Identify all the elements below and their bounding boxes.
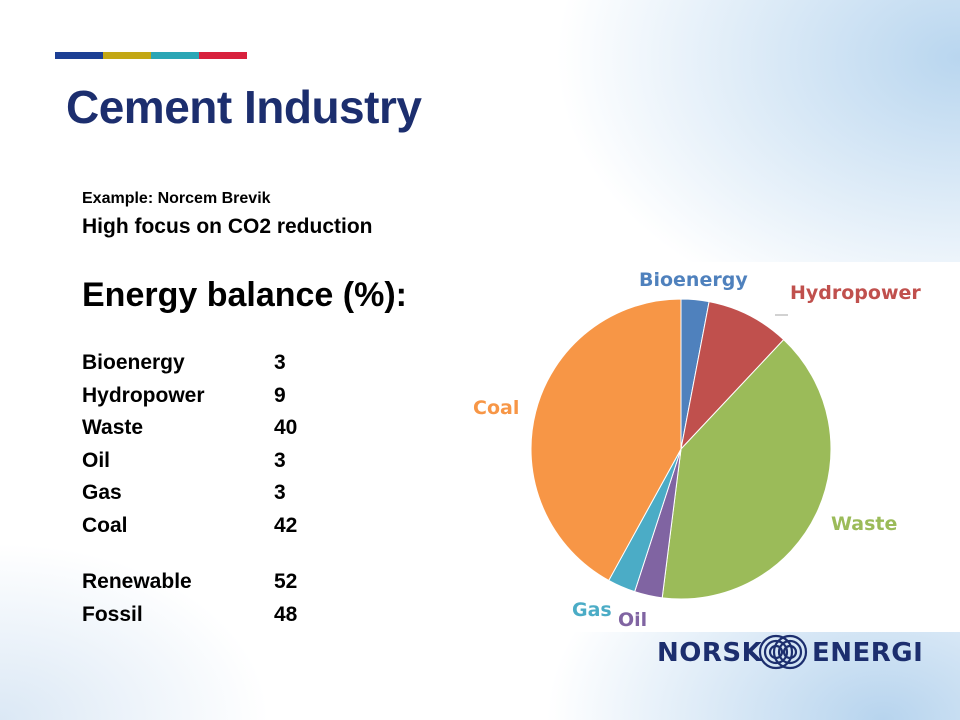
- energy-balance-heading: Energy balance (%):: [82, 276, 407, 314]
- energy-label: Oil: [82, 448, 111, 472]
- pie-chart: Bioenergy Hydropower Waste Oil Gas Coal: [473, 269, 921, 631]
- energy-label: Coal: [82, 513, 128, 537]
- pie-label-gas: Gas: [572, 599, 612, 621]
- energy-value: 3: [274, 351, 286, 375]
- energy-row: Waste 40: [82, 412, 297, 445]
- energy-row: Oil 3: [82, 445, 297, 478]
- accent-stripe: [55, 52, 247, 59]
- energy-value: 9: [274, 383, 286, 407]
- energy-label: Hydropower: [82, 383, 205, 407]
- energy-rows: Bioenergy 3 Hydropower 9 Waste 40 Oil 3 Gas 3 Coal…: [82, 347, 297, 542]
- pie-label-waste: Waste: [831, 513, 897, 535]
- summary-value: 52: [274, 570, 298, 594]
- focus-text: High focus on CO2 reduction: [82, 215, 373, 238]
- pie-label-hydropower: Hydropower: [790, 282, 921, 304]
- accent-stripe-teal: [151, 52, 199, 59]
- logo-text-energi: ENERGI: [812, 638, 924, 668]
- energy-row: Coal 42: [82, 510, 297, 543]
- summary-label: Fossil: [82, 602, 143, 626]
- summary-value: 48: [274, 602, 298, 626]
- energy-balance-table: Bioenergy 3 Hydropower 9 Waste 40 Oil 3 Gas 3 Coal…: [82, 347, 297, 631]
- accent-stripe-yellow: [103, 52, 151, 59]
- pie-label-oil: Oil: [618, 609, 647, 631]
- pie-slice-hydropower: [680, 301, 785, 451]
- energy-row: Hydropower 9: [82, 380, 297, 413]
- energy-value: 3: [274, 481, 286, 505]
- summary-row: Renewable 52: [82, 566, 297, 599]
- energy-row: Gas 3: [82, 477, 297, 510]
- energy-value: 3: [274, 448, 286, 472]
- pie-slice-waste: [661, 338, 832, 600]
- slide-title: Cement Industry: [66, 81, 422, 133]
- energy-label: Bioenergy: [82, 351, 185, 375]
- summary-row: Fossil 48: [82, 599, 297, 632]
- energy-value: 40: [274, 416, 298, 440]
- pie-slice-coal: [530, 298, 682, 582]
- pie-label-coal: Coal: [473, 397, 519, 419]
- logo-text-norsk: NORSK: [657, 638, 763, 668]
- accent-stripe-blue: [55, 52, 103, 59]
- norsk-energi-logo: NORSK ENERGI: [655, 634, 923, 670]
- logo-rings-icon: [758, 634, 808, 670]
- summary-label: Renewable: [82, 570, 192, 594]
- energy-label: Waste: [82, 416, 144, 440]
- energy-label: Gas: [82, 481, 122, 505]
- energy-row: Bioenergy 3: [82, 347, 297, 380]
- summary-rows: Renewable 52 Fossil 48: [82, 566, 297, 631]
- pie-chart-panel: Bioenergy Hydropower Waste Oil Gas Coal: [463, 262, 960, 632]
- table-spacer: [82, 542, 297, 566]
- pie-label-bioenergy: Bioenergy: [639, 269, 748, 291]
- accent-stripe-red: [199, 52, 247, 59]
- example-text: Example: Norcem Brevik: [82, 190, 271, 207]
- energy-value: 42: [274, 513, 298, 537]
